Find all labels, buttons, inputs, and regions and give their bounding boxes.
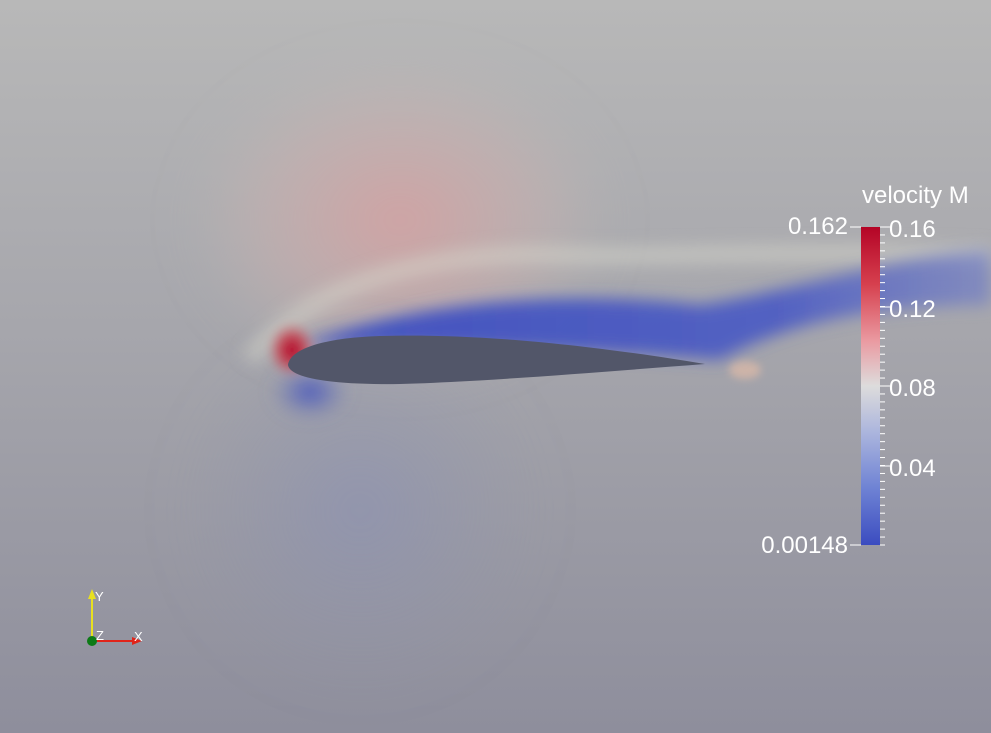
colorbar-max-label: 0.162: [787, 213, 848, 240]
orientation-axes[interactable]: [80, 585, 150, 650]
wake-region: [300, 250, 991, 360]
x-axis-label: X: [134, 629, 143, 644]
colorbar-label-3: 0.04: [889, 455, 936, 482]
colorbar-min-label: 0.00148: [761, 532, 848, 559]
x-axis-arrow: [132, 637, 142, 645]
z-axis-label: Z: [96, 628, 104, 643]
colorbar-gradient: [861, 227, 880, 545]
colorbar-label-1: 0.12: [889, 296, 936, 323]
y-axis-label: Y: [95, 589, 104, 604]
colorbar-label-2: 0.08: [889, 375, 936, 402]
airfoil-shape: [288, 335, 705, 385]
trailing-warm-spot: [729, 361, 761, 379]
z-axis-dot: [87, 636, 97, 646]
lower-velocity-lobe: [170, 320, 550, 700]
boundary-band: [242, 244, 991, 366]
colorbar-ticks: [850, 226, 890, 546]
colorbar-title: velocity M: [862, 182, 969, 209]
y-axis-arrow: [88, 589, 96, 599]
colorbar-label-0: 0.16: [889, 216, 936, 243]
